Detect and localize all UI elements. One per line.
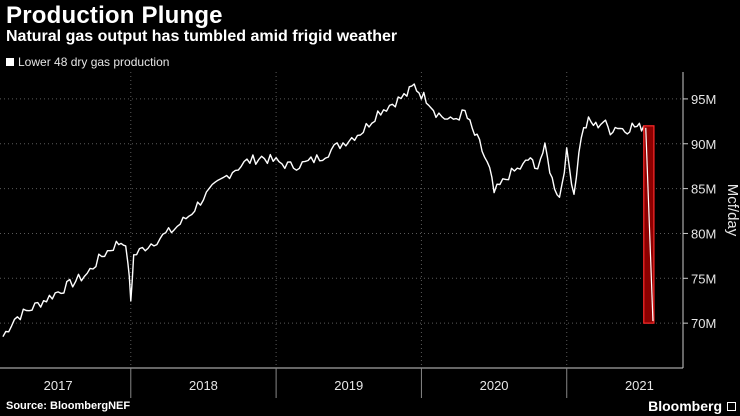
chart-subtitle: Natural gas output has tumbled amid frig… (6, 28, 398, 45)
brand-square-icon (727, 402, 736, 411)
y-tick-label: 70M (691, 316, 716, 331)
legend-swatch (6, 58, 14, 66)
series-line-gas-production (2, 83, 645, 338)
y-tick-label: 85M (691, 182, 716, 197)
brand-logo: Bloomberg (648, 398, 722, 414)
source-note: Source: BloombergNEF (6, 400, 131, 412)
legend-label: Lower 48 dry gas production (18, 55, 170, 69)
x-tick-label: 2018 (189, 378, 218, 393)
y-tick-label: 75M (691, 271, 716, 286)
chart-title: Production Plunge (6, 2, 223, 29)
x-tick-label: 2017 (44, 378, 73, 393)
x-tick-label: 2019 (334, 378, 363, 393)
plunge-line (645, 127, 654, 322)
y-tick-label: 90M (691, 137, 716, 152)
y-tick-label: 95M (691, 92, 716, 107)
x-tick-label: 2020 (480, 378, 509, 393)
y-axis-title: Mcf/day (724, 184, 740, 237)
y-tick-label: 80M (691, 226, 716, 241)
x-tick-label: 2021 (625, 378, 654, 393)
legend: Lower 48 dry gas production (6, 55, 169, 69)
